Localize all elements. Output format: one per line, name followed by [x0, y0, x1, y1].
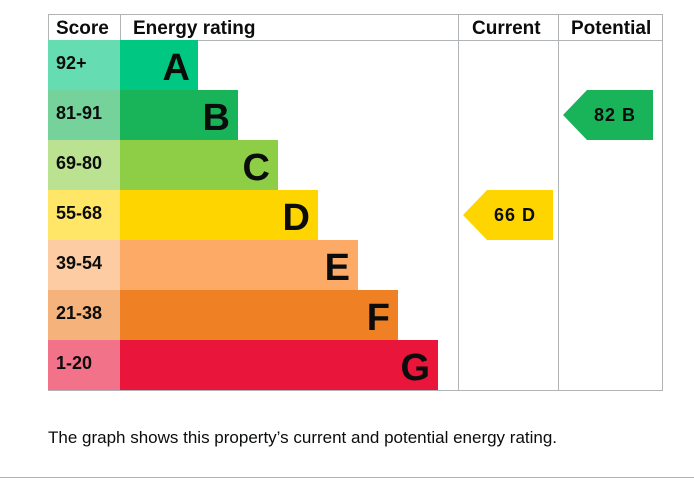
potential-rating-label: 82 B [594, 105, 636, 125]
energy-rating-chart: 92+ A81-91 B69-80 C55-68 D39-54 E21-38 F1-20 G … [48, 14, 663, 391]
header-current: Current [472, 18, 541, 39]
band-bar-g [120, 340, 438, 390]
score-label-b: 81-91 [56, 103, 102, 123]
header-potential: Potential [571, 18, 651, 39]
band-bar-e [120, 240, 358, 290]
band-bar-c [120, 140, 278, 190]
band-bar-a [120, 40, 198, 90]
score-label-c: 69-80 [56, 153, 102, 173]
score-label-g: 1-20 [56, 353, 92, 373]
rating-arrows: 66 D 82 B [463, 90, 653, 240]
band-letter-e: E [325, 247, 350, 289]
score-cell-d [48, 190, 120, 240]
band-bar-b [120, 90, 238, 140]
band-bar-d [120, 190, 318, 240]
score-label-e: 39-54 [56, 253, 102, 273]
score-cell-f [48, 290, 120, 340]
band-letter-c: C [243, 147, 270, 189]
current-arrow [463, 190, 553, 240]
header-energy-rating: Energy rating [133, 18, 255, 39]
divider [0, 477, 694, 478]
rating-bands: 92+ A 81-91 B 69-80 C 55-68 D 39-54 E 21-38 F 1-20 G [48, 40, 438, 390]
score-label-a: 92+ [56, 53, 87, 73]
score-cell-g [48, 340, 120, 390]
current-rating-label: 66 D [494, 205, 536, 225]
column-headers: Score Energy rating Current Potential [56, 18, 651, 39]
band-bar-f [120, 290, 398, 340]
header-score: Score [56, 18, 109, 39]
chart-caption: The graph shows this property’s current … [48, 428, 558, 447]
band-letter-a: A [163, 47, 190, 89]
score-label-f: 21-38 [56, 303, 102, 323]
score-cell-e [48, 240, 120, 290]
potential-arrow [563, 90, 653, 140]
score-cell-b [48, 90, 120, 140]
score-label-d: 55-68 [56, 203, 102, 223]
score-cell-a [48, 40, 120, 90]
score-cell-c [48, 140, 120, 190]
band-letter-g: G [400, 347, 430, 389]
band-letter-b: B [203, 97, 230, 139]
band-letter-f: F [367, 297, 390, 339]
band-letter-d: D [283, 197, 310, 239]
